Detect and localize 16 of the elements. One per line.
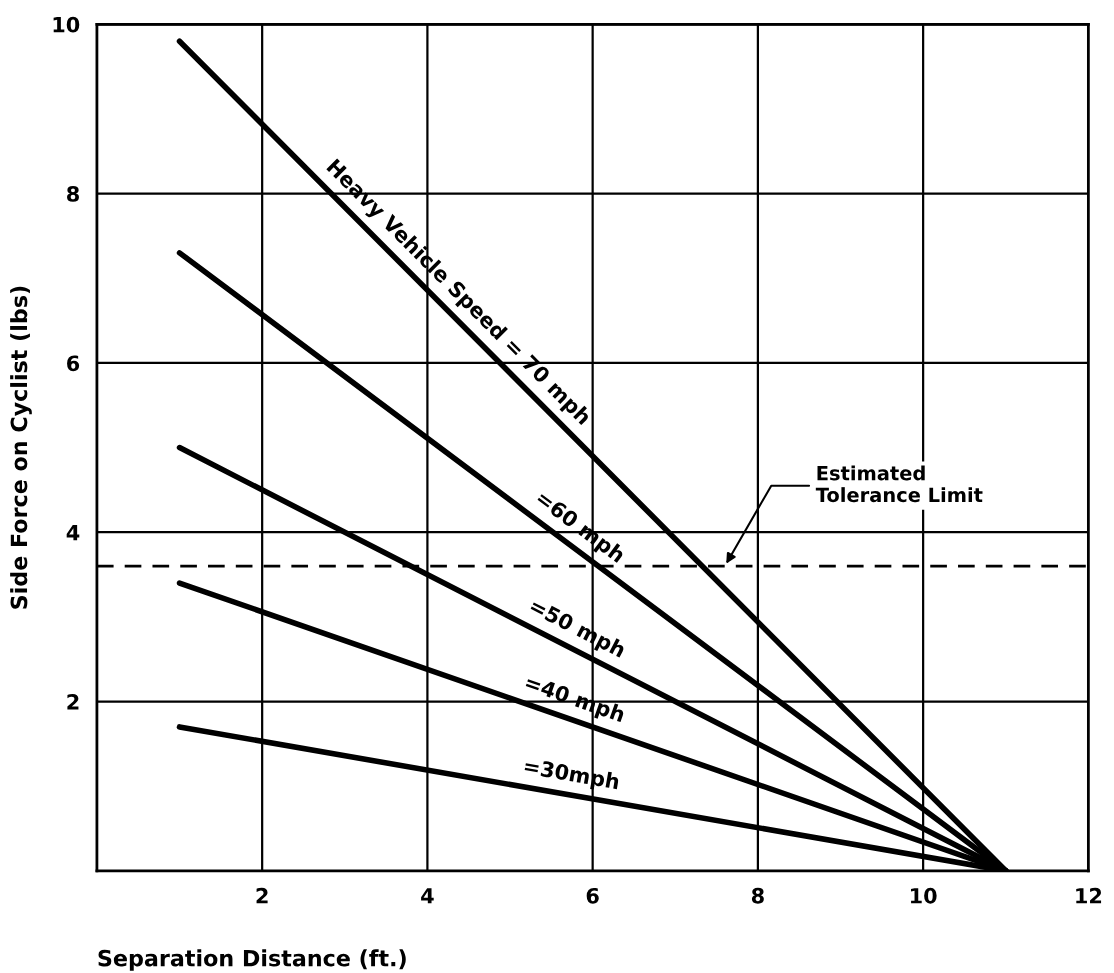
ref-line-label: Estimated Tolerance Limit [815,465,983,503]
y-tick-label: 6 [67,355,80,372]
x-tick-label: 2 [256,887,268,904]
y-tick-label: 2 [67,693,79,710]
y-tick-label: 8 [67,186,79,202]
x-tick-label: 12 [1076,887,1102,904]
y-axis-title: Side Force on Cyclist (lbs) [10,286,32,609]
text: =30mph [523,757,620,794]
text: =50 mph [527,597,627,662]
x-tick-label: 4 [421,888,434,904]
x-tick-label: 10 [910,887,937,904]
x-tick-label: 6 [586,887,599,904]
x-axis-title: Separation Distance (ft.) [98,949,406,971]
y-tick-label: 4 [66,524,80,541]
y-tick-label: 10 [53,16,80,33]
x-tick-label: 8 [751,887,764,904]
